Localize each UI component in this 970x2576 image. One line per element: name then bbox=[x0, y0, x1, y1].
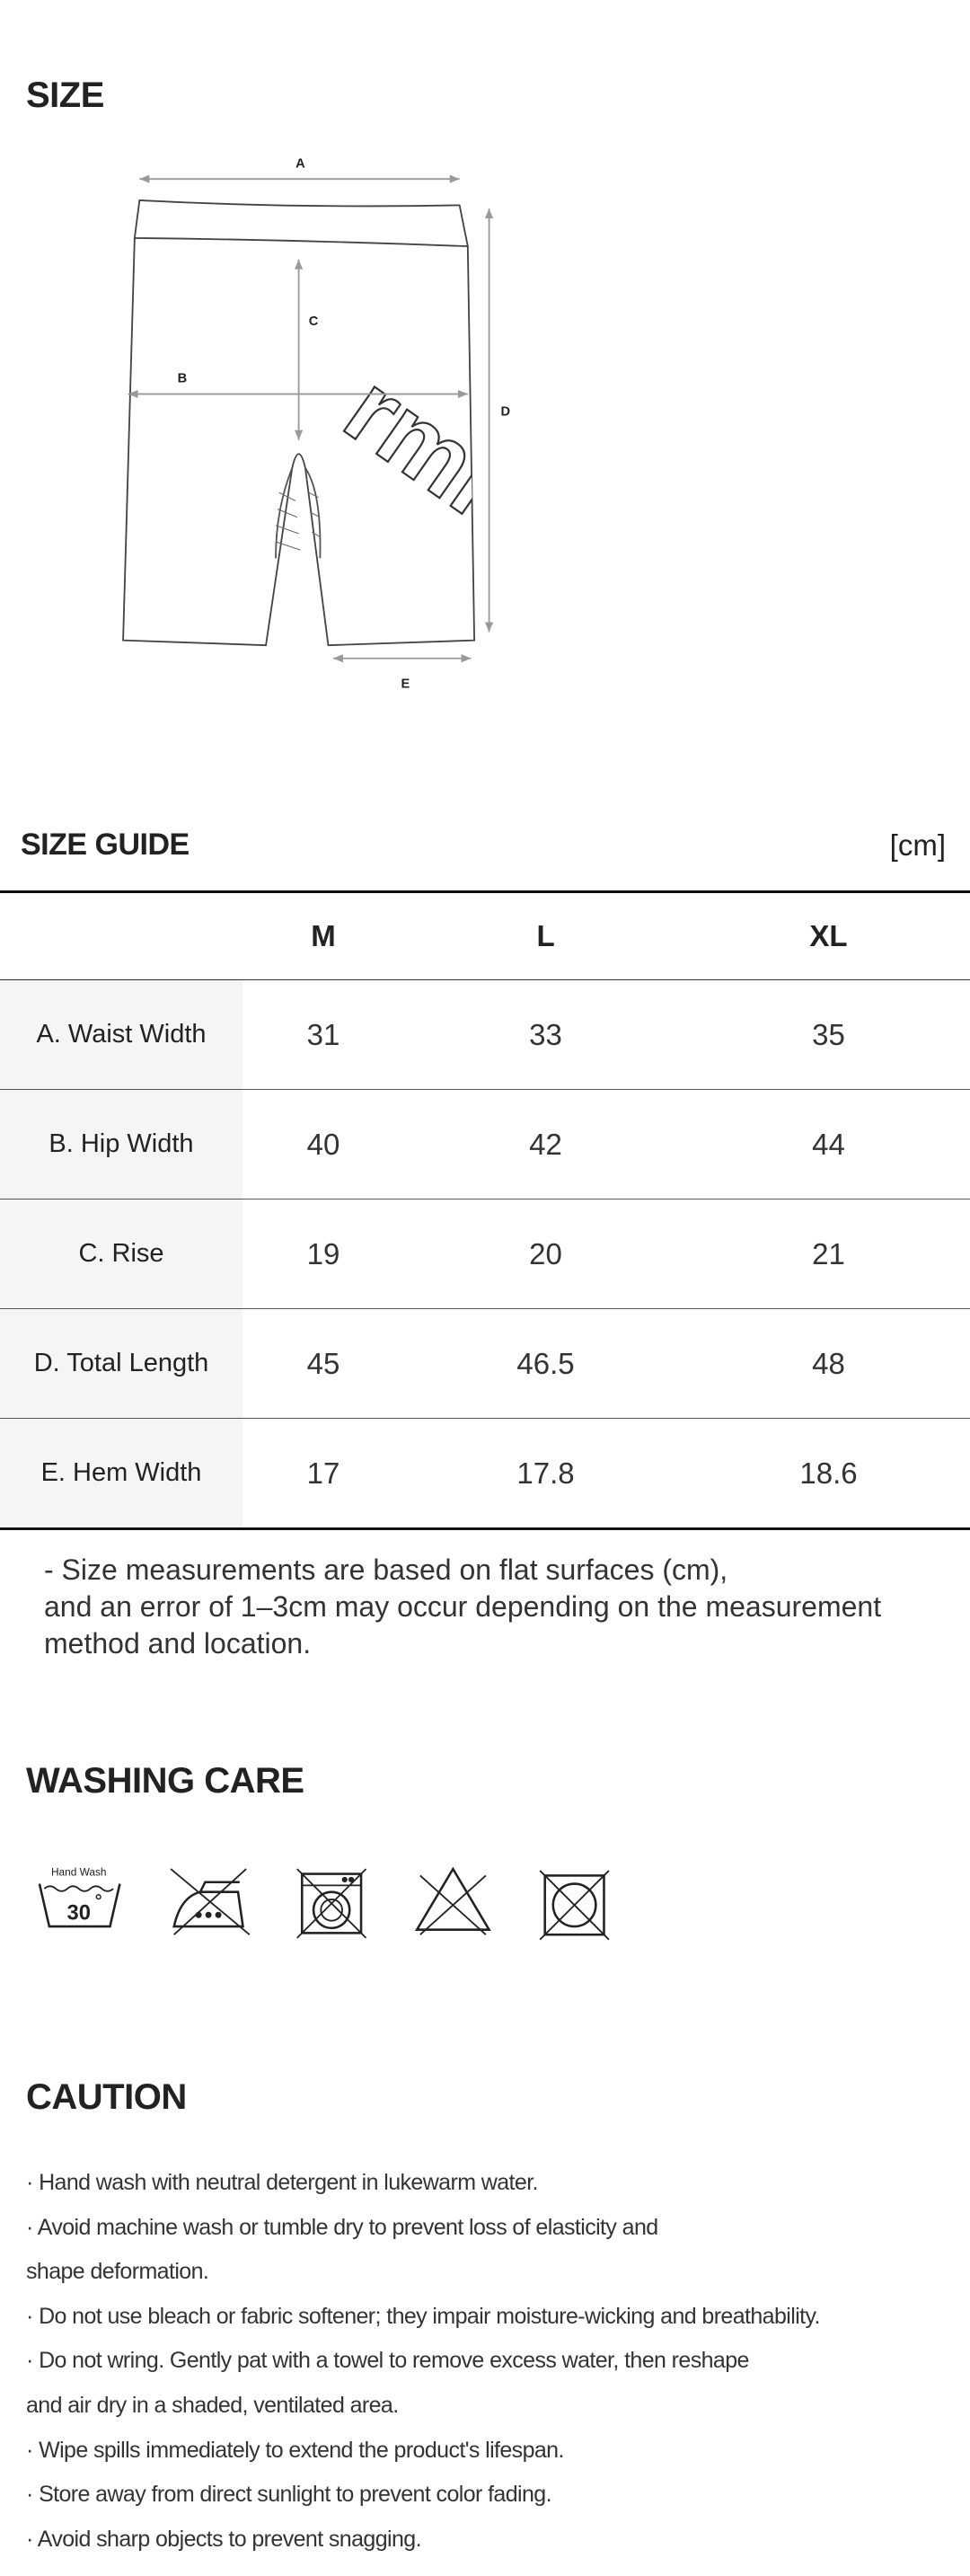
caution-list: · Hand wash with neutral detergent in lu… bbox=[26, 2161, 820, 2562]
cell-value: 48 bbox=[687, 1308, 970, 1419]
size-table: M L XL A. Waist Width 31 33 35 B. Hip Width 40 42… bbox=[0, 890, 970, 1530]
row-label: E. Hem Width bbox=[0, 1418, 242, 1530]
cell-value: 21 bbox=[687, 1199, 970, 1309]
table-row: A. Waist Width 31 33 35 bbox=[0, 979, 970, 1090]
cell-value: 19 bbox=[242, 1199, 405, 1309]
table-row: E. Hem Width 17 17.8 18.6 bbox=[0, 1418, 970, 1530]
column-header: M bbox=[242, 890, 405, 980]
cell-value: 40 bbox=[242, 1089, 405, 1199]
cell-value: 17 bbox=[242, 1418, 405, 1530]
size-diagram: rmi A B C D E bbox=[122, 156, 520, 692]
caution-line: · Do not wring. Gently pat with a towel … bbox=[26, 2348, 749, 2374]
no-iron-icon bbox=[170, 1868, 251, 1935]
icon-text: Hand Wash bbox=[51, 1865, 107, 1878]
caution-line: · Store away from direct sunlight to pre… bbox=[26, 2482, 552, 2508]
note-line: - Size measurements are based on flat su… bbox=[44, 1554, 728, 1586]
icon-text: 30 bbox=[67, 1901, 91, 1925]
row-label: C. Rise bbox=[0, 1199, 242, 1309]
dim-label: B bbox=[178, 372, 188, 386]
logo: rmi bbox=[325, 352, 520, 536]
column-header: XL bbox=[687, 890, 970, 980]
care-icons: Hand Wash 30 bbox=[38, 1865, 610, 1941]
hand-wash-icon bbox=[38, 1883, 121, 1928]
header-row: M L XL bbox=[0, 890, 970, 980]
cell-value: 46.5 bbox=[404, 1308, 688, 1419]
note-line: and an error of 1–3cm may occur dependin… bbox=[44, 1590, 882, 1623]
dim-label: D bbox=[501, 404, 511, 419]
no-tumble-dry-icon bbox=[539, 1870, 610, 1941]
table-row: C. Rise 19 20 21 bbox=[0, 1199, 970, 1309]
section-title: SIZE bbox=[26, 75, 104, 115]
row-label: D. Total Length bbox=[0, 1308, 242, 1419]
caution-line: · Hand wash with neutral detergent in lu… bbox=[26, 2170, 538, 2195]
caution-line: shape deformation. bbox=[26, 2259, 209, 2285]
unit: [cm] bbox=[889, 828, 946, 862]
cell-value: 20 bbox=[404, 1199, 688, 1309]
dim-label: E bbox=[401, 677, 410, 692]
cell-value: 35 bbox=[687, 979, 970, 1090]
corner-cell bbox=[0, 890, 242, 980]
column-header: L bbox=[404, 890, 688, 980]
note-line: method and location. bbox=[44, 1627, 312, 1660]
table-row: B. Hip Width 40 42 44 bbox=[0, 1089, 970, 1199]
cell-value: 17.8 bbox=[404, 1418, 688, 1530]
cell-value: 33 bbox=[404, 979, 688, 1090]
cell-value: 31 bbox=[242, 979, 405, 1090]
row-label: A. Waist Width bbox=[0, 979, 242, 1090]
shorts-outline bbox=[122, 199, 476, 647]
table-row: D. Total Length 45 46.5 48 bbox=[0, 1308, 970, 1419]
cell-value: 42 bbox=[404, 1089, 688, 1199]
caution-line: · Avoid sharp objects to prevent snaggin… bbox=[26, 2526, 422, 2552]
caution-line: · Avoid machine wash or tumble dry to pr… bbox=[26, 2214, 658, 2240]
section-title: CAUTION bbox=[26, 2077, 187, 2117]
dim-label: C bbox=[309, 314, 319, 329]
table-title: SIZE GUIDE bbox=[21, 828, 190, 862]
caution-line: · Wipe spills immediately to extend the … bbox=[26, 2437, 564, 2463]
row-label: B. Hip Width bbox=[0, 1089, 242, 1199]
no-bleach-icon bbox=[414, 1866, 491, 1935]
cell-value: 45 bbox=[242, 1308, 405, 1419]
cell-value: 18.6 bbox=[687, 1418, 970, 1530]
note: - Size measurements are based on flat su… bbox=[44, 1552, 881, 1662]
dim-label: A bbox=[295, 156, 305, 171]
caution-line: · Do not use bleach or fabric softener; … bbox=[26, 2303, 820, 2329]
section-title: WASHING CARE bbox=[26, 1761, 304, 1801]
measure-arrows bbox=[128, 174, 494, 663]
no-machine-wash-icon bbox=[296, 1868, 367, 1939]
cell-value: 44 bbox=[687, 1089, 970, 1199]
caution-line: and air dry in a shaded, ventilated area… bbox=[26, 2392, 399, 2418]
